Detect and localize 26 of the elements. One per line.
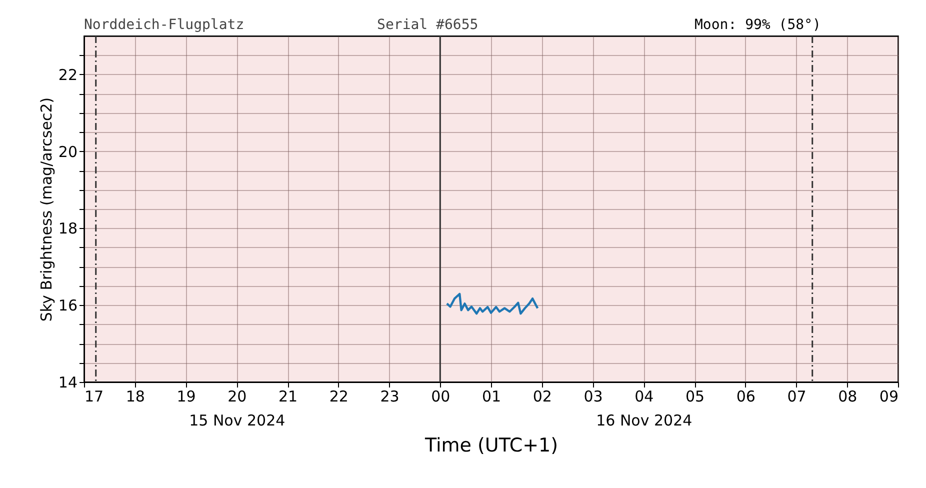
x-tick-label: 08 xyxy=(838,388,858,406)
y-axis-title: Sky Brightness (mag/arcsec2) xyxy=(37,97,56,322)
x-tick-label: 02 xyxy=(532,388,552,406)
text: Serial #6655 xyxy=(377,17,478,33)
y-tick-label: 22 xyxy=(58,66,78,84)
text: Moon: 99% (58°) xyxy=(694,17,821,33)
x-tick-label: 07 xyxy=(787,388,806,406)
x-tick-label: 21 xyxy=(278,388,298,406)
x-tick-label: 19 xyxy=(176,388,196,406)
y-tick-label: 14 xyxy=(58,374,78,392)
x-tick-label: 18 xyxy=(126,388,145,406)
x-tick-label: 22 xyxy=(329,388,348,406)
y-tick-label: 20 xyxy=(58,142,78,161)
x-tick-label: 09 xyxy=(879,388,898,406)
y-tick-label: 18 xyxy=(58,220,78,238)
x-tick-label: 03 xyxy=(584,388,603,406)
chart-title: Norddeich-Flugplatz xyxy=(84,17,244,33)
x-axis-title: Time (UTC+1) xyxy=(424,434,558,456)
x-tick-label: 01 xyxy=(482,388,502,406)
x-tick-label: 05 xyxy=(685,388,705,406)
x-tick-label: 06 xyxy=(736,388,756,406)
y-tick-label: 16 xyxy=(58,296,78,315)
x-tick-label: 00 xyxy=(431,388,450,406)
x-tick-label: 23 xyxy=(380,388,400,406)
x-tick-label: 17 xyxy=(84,388,104,406)
line-series xyxy=(446,292,539,315)
